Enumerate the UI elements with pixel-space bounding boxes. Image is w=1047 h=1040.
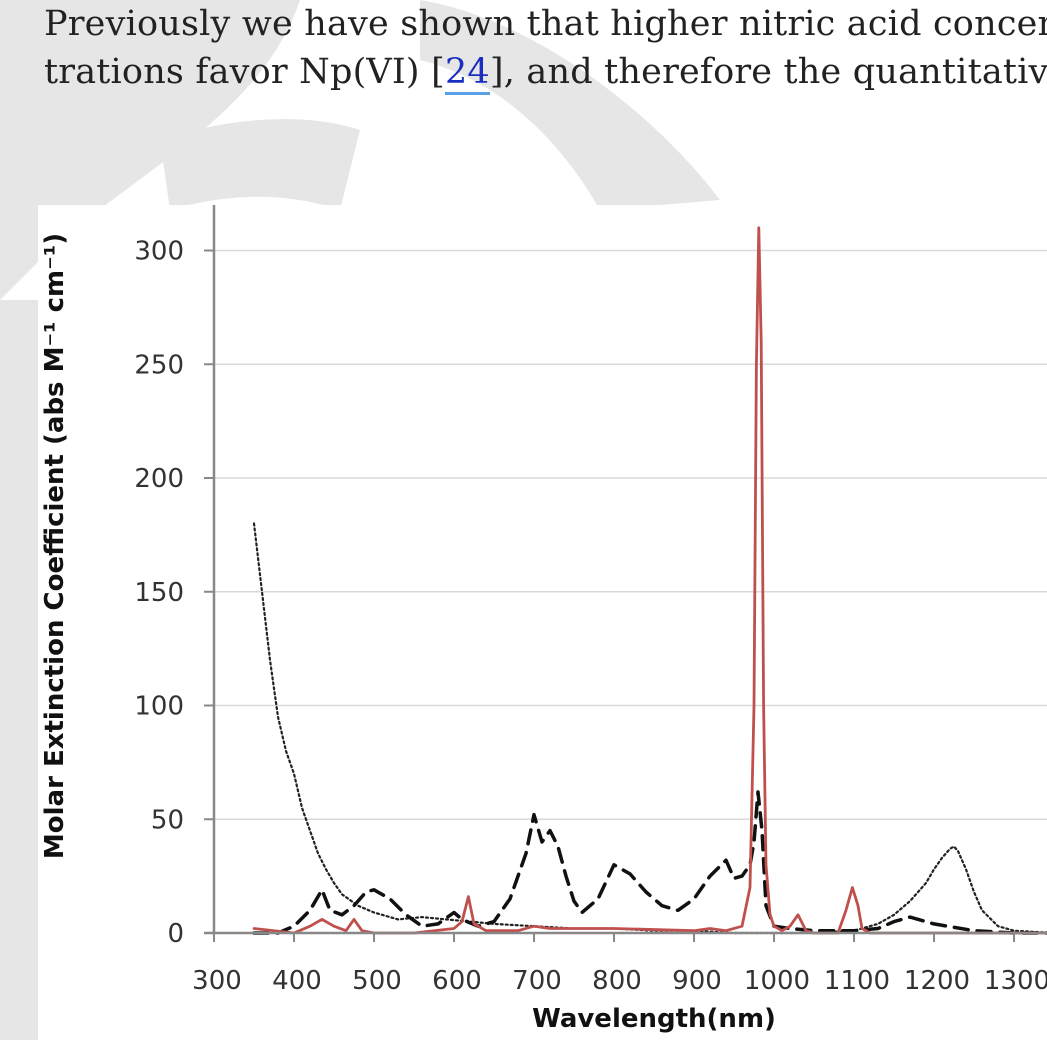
x-tick-label-1100: 1100 (824, 966, 890, 996)
y-tick-label-200: 200 (134, 464, 184, 494)
y-tick-label-100: 100 (134, 692, 184, 722)
x-axis-title: Wavelength(nm) (532, 1004, 776, 1034)
citation-link[interactable]: 24 (444, 52, 490, 95)
series-line-2-dashed (252, 790, 1047, 935)
x-tick-label-500: 500 (352, 966, 402, 996)
gridlines (214, 249, 1047, 820)
text-line-2: trations favor Np(VI) [24], and therefor… (44, 48, 1047, 96)
x-tick-label-700: 700 (512, 966, 562, 996)
text-line-2-end: ], and therefore the quantitative (489, 52, 1047, 92)
text-line-1: Previously we have shown that higher nit… (44, 4, 1047, 44)
y-tick-label-300: 300 (134, 237, 184, 267)
x-tick-label-600: 600 (432, 966, 482, 996)
plot-panel (38, 205, 1047, 1040)
y-tick-label-150: 150 (134, 578, 184, 608)
y-tick-label-0: 0 (167, 919, 184, 949)
x-tick-label-400: 400 (272, 966, 322, 996)
body-text: Previously we have shown that higher nit… (44, 0, 1047, 96)
y-axis-title: Molar Extinction Coefficient (abs M⁻¹ cm… (40, 233, 70, 859)
y-tick-label-250: 250 (134, 350, 184, 380)
axes (204, 205, 1047, 942)
text-line-2-start: trations favor Np(VI) [ (44, 52, 445, 92)
x-tick-label-1300: 1300 (984, 966, 1047, 996)
x-tick-label-800: 800 (592, 966, 642, 996)
x-tick-label-1200: 1200 (904, 966, 970, 996)
x-tick-label-1000: 1000 (744, 966, 810, 996)
tick-labels: 0 50 100 150 200 250 300 300 400 500 600 700 800 900 1… (134, 237, 1047, 997)
x-tick-label-900: 900 (672, 966, 722, 996)
y-tick-label-50: 50 (151, 805, 184, 835)
x-tick-label-300: 300 (192, 966, 242, 996)
